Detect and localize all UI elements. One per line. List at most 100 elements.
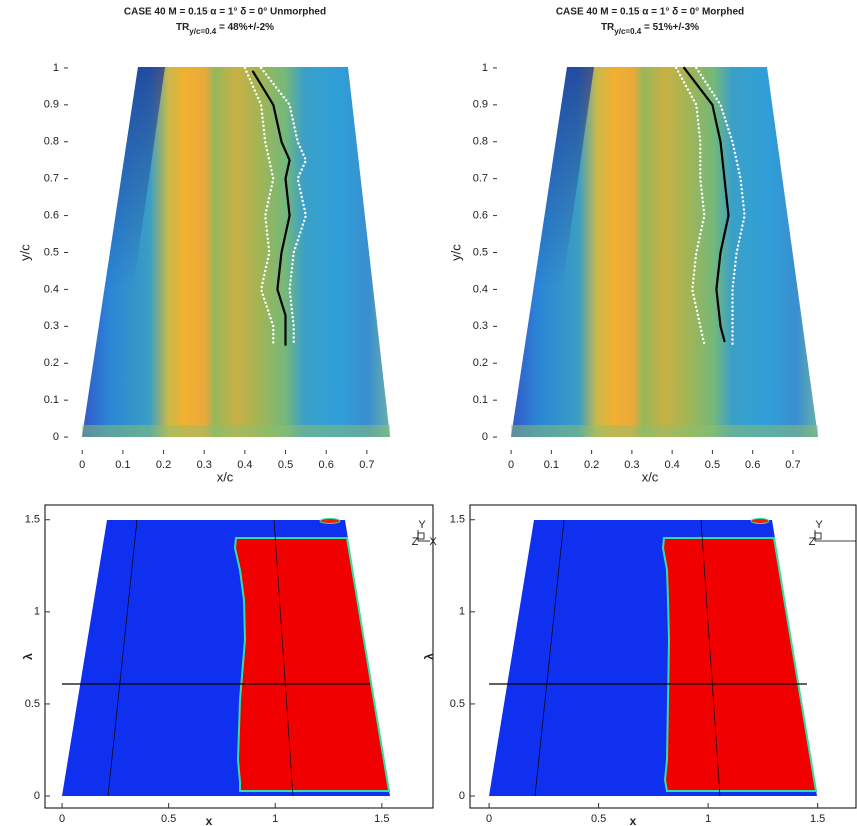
chart-title: CASE 40 M = 0.15 α = 1° δ = 0° Unmorphed (124, 7, 326, 18)
y-tick-label: 0.5 (44, 246, 59, 258)
y-tick-label: 0.7 (44, 173, 59, 185)
transition-line (259, 66, 308, 346)
subtitle-part: y/c=0.4 (614, 27, 641, 36)
ir-shade (82, 67, 165, 437)
y-tick-label: 0 (53, 431, 59, 443)
x-axis-label: x/c (217, 469, 234, 484)
y-tick-label: 0.3 (473, 320, 488, 332)
triad-box (417, 532, 425, 540)
x-tick-label: 0.5 (705, 459, 720, 471)
x-tick-label: 0.4 (237, 459, 252, 471)
y-tick-label: 0.1 (473, 394, 488, 406)
axis-annotation: Y (418, 519, 426, 531)
x-tick-label: 0.7 (785, 459, 800, 471)
subtitle-part: TR (176, 22, 190, 33)
y-tick-label: 0.8 (473, 136, 488, 148)
y-tick-label: 0.5 (25, 698, 40, 710)
x-tick-label: 0.6 (745, 459, 760, 471)
x-axis-label: x/c (642, 469, 659, 484)
y-axis-label: λ (21, 653, 35, 660)
ir-image (511, 67, 818, 437)
panel: 0 0.1 0.2 0.3 0.4 0.5 0.6 0.7 0 0.1 0.2 0.3 0.4 0.5 0.… (17, 7, 390, 484)
panel: 0 0.1 0.2 0.3 0.4 0.5 0.6 0.7 0 0.1 0.2 0.3 0.4 0.5 0.… (448, 7, 818, 484)
x-tick-label: 0 (59, 813, 65, 825)
ir-strip (511, 425, 818, 437)
x-tick-label: 0.4 (665, 459, 680, 471)
x-tick-label: 0.5 (591, 813, 606, 825)
x-tick-label: 0.1 (115, 459, 130, 471)
transition-line (683, 66, 730, 343)
contour-spot (319, 518, 341, 524)
y-tick-label: 0.2 (44, 357, 59, 369)
y-tick-label: 0 (482, 431, 488, 443)
contour-red (661, 537, 818, 792)
transition-line (695, 66, 746, 346)
x-tick-label: 0 (79, 459, 85, 471)
x-tick-label: 0.2 (584, 459, 599, 471)
section-line (534, 519, 565, 797)
section-line (700, 519, 721, 797)
axis-annotation: Z (412, 536, 419, 548)
subtitle-part: y/c=0.4 (189, 27, 216, 36)
axis-annotation: Y (815, 519, 823, 531)
axis-annotation: X (429, 536, 437, 548)
y-tick-label: 0.4 (473, 283, 488, 295)
subtitle-part: = 51%+/-3% (641, 22, 699, 33)
y-tick-label: 0.4 (44, 283, 59, 295)
section-line (273, 519, 294, 797)
panel: 0 0.5 1 1.5 0 0.5 1 1.5 x λ YZ X (21, 504, 437, 826)
contour-spot (750, 518, 770, 524)
y-tick-label: 0.5 (473, 246, 488, 258)
x-tick-label: 0.3 (197, 459, 212, 471)
transition-line (251, 70, 291, 346)
y-tick-label: 1.5 (450, 514, 465, 526)
x-tick-label: 0 (508, 459, 514, 471)
y-axis-label: λ (422, 653, 436, 660)
x-axis-label: x (206, 814, 213, 826)
subtitle-part: = 48%+/-2% (216, 22, 274, 33)
transition-line (243, 66, 275, 346)
contour-image (62, 518, 391, 797)
x-tick-label: 0.3 (624, 459, 639, 471)
y-tick-label: 0.3 (44, 320, 59, 332)
y-tick-label: 0.7 (473, 173, 488, 185)
y-tick-label: 1.5 (25, 514, 40, 526)
contour-red (233, 537, 391, 792)
y-tick-label: 1 (482, 62, 488, 74)
subtitle-part: TR (601, 22, 615, 33)
ir-image (82, 67, 390, 437)
axis-triad (417, 530, 430, 542)
transition-line (675, 66, 706, 346)
chart-title: CASE 40 M = 0.15 α = 1° δ = 0° Morphed (556, 7, 744, 18)
y-tick-label: 0.9 (44, 99, 59, 111)
y-tick-label: 0.6 (473, 209, 488, 221)
y-tick-label: 0 (34, 790, 40, 802)
axis-triad (814, 530, 856, 542)
y-tick-label: 0 (459, 790, 465, 802)
section-line (107, 519, 138, 797)
y-tick-label: 0.1 (44, 394, 59, 406)
chart-subtitle: TRy/c=0.4 = 51%+/-3% (601, 22, 699, 36)
x-tick-label: 1 (272, 813, 278, 825)
x-tick-label: 0.2 (156, 459, 171, 471)
frame (44, 504, 434, 809)
x-tick-label: 1.5 (374, 813, 389, 825)
x-tick-label: 0.7 (359, 459, 374, 471)
y-tick-label: 0.8 (44, 136, 59, 148)
x-tick-label: 1 (705, 813, 711, 825)
chart-subtitle: TRy/c=0.4 = 48%+/-2% (176, 22, 274, 36)
frame (469, 504, 857, 809)
triad-box (814, 532, 822, 540)
ir-strip (82, 425, 390, 437)
x-tick-label: 0.5 (161, 813, 176, 825)
x-tick-label: 0.1 (544, 459, 559, 471)
y-tick-label: 1 (34, 606, 40, 618)
y-axis-label: y/c (17, 244, 32, 261)
y-tick-label: 0.2 (473, 357, 488, 369)
y-tick-label: 0.6 (44, 209, 59, 221)
x-tick-label: 0.5 (278, 459, 293, 471)
x-tick-label: 0.6 (319, 459, 334, 471)
contour-image (489, 518, 818, 797)
